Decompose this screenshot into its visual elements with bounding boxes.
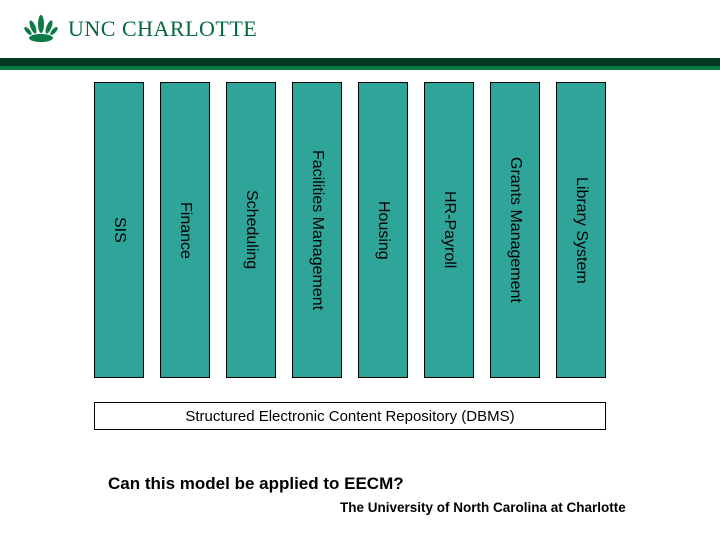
pillar-label: SIS (110, 217, 128, 243)
pillars-row: SIS Finance Scheduling Facilities Manage… (94, 82, 606, 378)
repository-box: Structured Electronic Content Repository… (94, 402, 606, 430)
pillar-sis: SIS (94, 82, 144, 378)
footer-text: The University of North Carolina at Char… (340, 500, 626, 515)
pillar-label: Library System (572, 177, 590, 284)
pillar-hr-payroll: HR-Payroll (424, 82, 474, 378)
pillar-scheduling: Scheduling (226, 82, 276, 378)
pillar-grants: Grants Management (490, 82, 540, 378)
pillar-label: Finance (176, 202, 194, 259)
crown-icon (24, 14, 58, 44)
accent-bars (0, 58, 720, 70)
header: UNC CHARLOTTE (0, 0, 720, 58)
pillar-label: Grants Management (506, 157, 524, 303)
logo-text: UNC CHARLOTTE (68, 16, 257, 42)
pillar-label: Housing (374, 201, 392, 260)
pillar-label: Scheduling (242, 190, 260, 269)
pillar-label: HR-Payroll (440, 191, 458, 268)
question-text: Can this model be applied to EECM? (108, 474, 404, 494)
repository-label: Structured Electronic Content Repository… (185, 408, 514, 425)
accent-bar-dark (0, 58, 720, 66)
diagram: SIS Finance Scheduling Facilities Manage… (0, 70, 720, 450)
pillar-label: Facilities Management (308, 150, 326, 310)
pillar-facilities: Facilities Management (292, 82, 342, 378)
slide: UNC CHARLOTTE SIS Finance Scheduling Fac… (0, 0, 720, 540)
logo: UNC CHARLOTTE (24, 14, 257, 44)
pillar-finance: Finance (160, 82, 210, 378)
pillar-library: Library System (556, 82, 606, 378)
pillar-housing: Housing (358, 82, 408, 378)
